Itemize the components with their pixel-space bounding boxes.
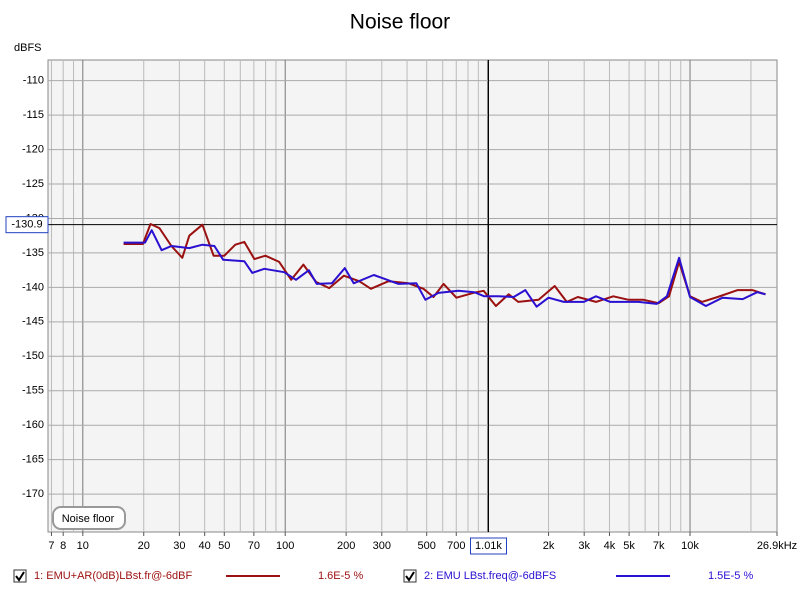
x-tick-label: 300 [373, 540, 391, 552]
x-tick-label: 10 [77, 540, 89, 552]
x-tick-label: 100 [276, 540, 294, 552]
x-tick-label: 7 [48, 540, 54, 552]
legend-value: 1.6E-5 % [318, 570, 363, 582]
x-tick-label: 70 [248, 540, 260, 552]
y-tick-label: -110 [23, 75, 44, 87]
y-tick-label: -135 [22, 247, 44, 259]
legend-label: 1: EMU+AR(0dB)LBst.fr@-6dBF [34, 570, 192, 582]
series-line [123, 223, 766, 307]
x-tick-label: 8 [60, 540, 66, 552]
x-tick-label: 2k [543, 540, 555, 552]
x-tick-label: 40 [199, 540, 211, 552]
x-tick-label: 7k [653, 540, 665, 552]
checkmark [15, 571, 25, 582]
x-tick-label: 20 [138, 540, 150, 552]
y-tick-label: -115 [23, 109, 44, 121]
y-tick-label: -165 [22, 454, 44, 466]
y-axis-label: dBFS [14, 42, 42, 54]
plot-label: Noise floor [62, 513, 115, 525]
y-tick-label: -145 [22, 316, 44, 328]
y-tick-label: -160 [22, 419, 44, 431]
cursor-y-label: -130.9 [11, 219, 42, 231]
cursor-box [469, 537, 507, 555]
plot-area [47, 59, 778, 533]
x-tick-label: 5k [623, 540, 635, 552]
chart-title: Noise floor [350, 11, 450, 34]
series-line [123, 229, 766, 308]
x-tick-label: 200 [337, 540, 355, 552]
x-tick-label: 700 [447, 540, 465, 552]
cursor-box [5, 216, 49, 234]
cursor-x-label: 1.01k [475, 540, 502, 552]
x-tick-label: 50 [218, 540, 230, 552]
x-tick-label: 500 [418, 540, 436, 552]
y-tick-label: -140 [22, 281, 44, 293]
legend-label: 2: EMU LBst.freq@-6dBFS [424, 570, 556, 582]
x-tick-label: 30 [173, 540, 185, 552]
y-tick-label: -150 [22, 350, 44, 362]
plot-label-box [52, 506, 126, 530]
x-tick-label: 10k [681, 540, 699, 552]
x-tick-label: 26.9kHz [757, 540, 797, 552]
x-tick-label: 4k [604, 540, 616, 552]
y-tick-label: -155 [22, 385, 44, 397]
checkmark [405, 571, 415, 582]
x-tick-label: 3k [578, 540, 590, 552]
y-tick-label: -120 [22, 143, 44, 155]
y-tick-label: -125 [22, 178, 44, 190]
legend-value: 1.5E-5 % [708, 570, 753, 582]
y-tick-label: -170 [22, 488, 44, 500]
